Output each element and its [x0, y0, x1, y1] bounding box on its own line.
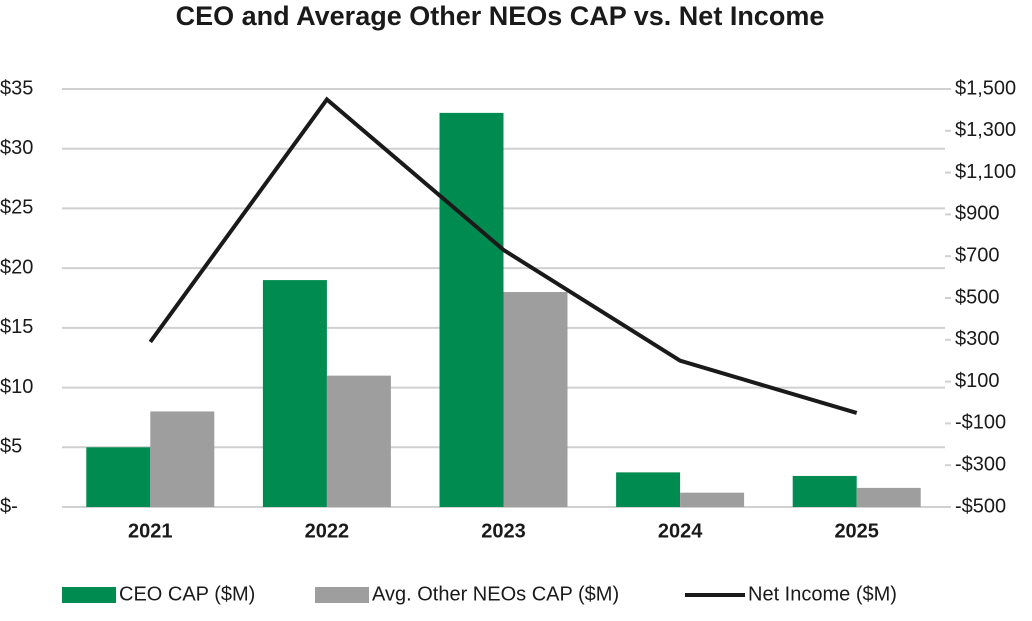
bar: [616, 472, 681, 507]
y2-tick-label: $300: [955, 328, 1000, 350]
bar: [326, 375, 391, 507]
legend-label: CEO CAP ($M): [119, 583, 255, 605]
legend-swatch: [62, 587, 116, 603]
y2-tick-label: $100: [955, 370, 1000, 392]
y-tick-label: $15: [0, 316, 33, 338]
y-tick-label: $10: [0, 376, 33, 398]
legend-label: Avg. Other NEOs CAP ($M): [372, 583, 619, 605]
x-tick-label: 2025: [834, 520, 879, 542]
y-tick-label: $30: [0, 137, 33, 159]
x-tick-label: 2022: [305, 520, 350, 542]
legend-label: Net Income ($M): [748, 583, 897, 605]
legend-swatch: [315, 587, 369, 603]
chart-title: CEO and Average Other NEOs CAP vs. Net I…: [176, 1, 825, 31]
y2-tick-label: $700: [955, 244, 1000, 266]
bar: [439, 112, 504, 507]
x-tick-label: 2021: [128, 520, 173, 542]
y-tick-label: $-: [0, 495, 18, 517]
y2-tick-label: -$300: [955, 453, 1006, 475]
y-tick-label: $25: [0, 197, 33, 219]
bar: [856, 487, 921, 507]
y2-tick-label: $1,500: [955, 77, 1016, 99]
bar: [503, 292, 568, 507]
bar: [86, 447, 151, 507]
bar: [680, 492, 745, 507]
line: [148, 96, 858, 415]
bar: [792, 475, 857, 507]
x-tick-label: 2024: [658, 520, 703, 542]
y2-tick-label: -$100: [955, 412, 1006, 434]
y2-tick-label: $500: [955, 286, 1000, 308]
bar: [150, 411, 215, 507]
bar: [262, 280, 327, 507]
y2-tick-label: $900: [955, 203, 1000, 225]
y2-tick-label: -$500: [955, 495, 1006, 517]
y-tick-label: $5: [0, 436, 22, 458]
y2-tick-label: $1,100: [955, 161, 1016, 183]
y-tick-label: $20: [0, 256, 33, 278]
x-tick-label: 2023: [481, 520, 526, 542]
y2-tick-label: $1,300: [955, 119, 1016, 141]
y-tick-label: $35: [0, 77, 33, 99]
